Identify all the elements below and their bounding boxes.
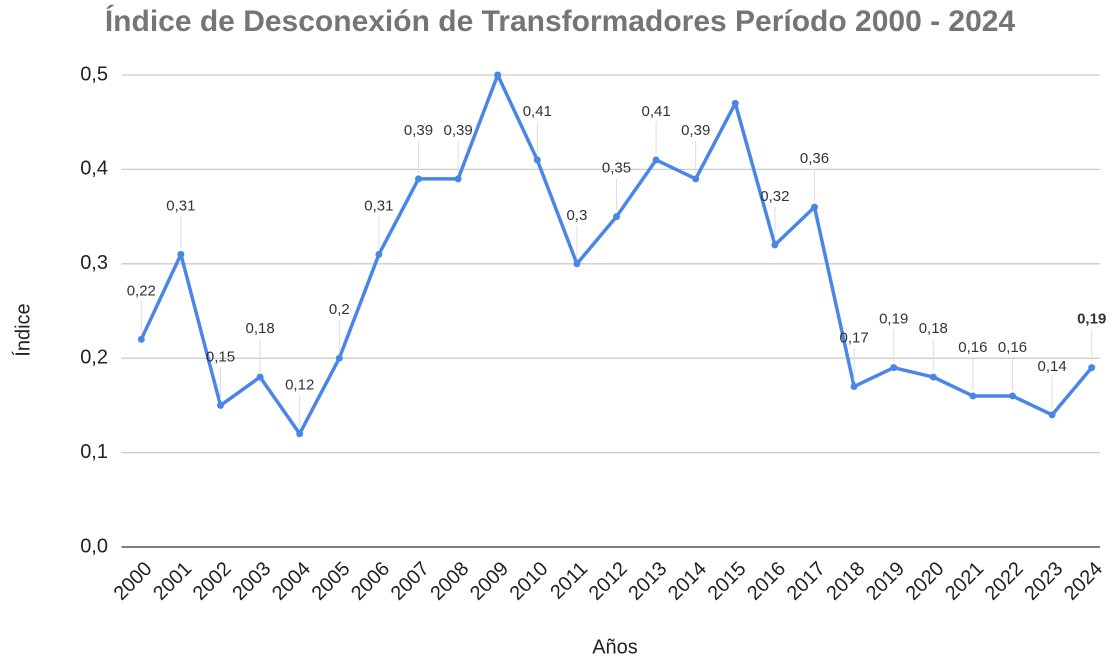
x-tick-label: 2004	[268, 558, 315, 605]
point	[137, 335, 145, 343]
x-tick-label: 2016	[743, 558, 790, 605]
point	[296, 430, 304, 438]
point	[890, 364, 898, 372]
data-label: 0,41	[523, 103, 552, 120]
data-label: 0,18	[245, 320, 274, 337]
x-tick-label: 2011	[546, 558, 592, 604]
x-tick-label: 2002	[189, 558, 236, 605]
point	[494, 71, 502, 79]
data-label: 0,3	[566, 207, 587, 224]
data-label: 0,16	[958, 339, 987, 356]
data-label: 0,14	[1037, 358, 1066, 375]
data-label: 0,22	[127, 282, 156, 299]
data-label: 0,15	[206, 348, 235, 365]
x-tick-label: 2023	[1020, 558, 1067, 605]
point	[613, 213, 620, 221]
x-tick-label: 2003	[228, 558, 275, 605]
point	[335, 354, 343, 362]
point	[929, 373, 937, 381]
point	[811, 203, 818, 211]
x-tick-label: 2019	[862, 558, 909, 605]
x-tick-label: 2010	[506, 558, 553, 605]
data-label: 0,16	[998, 339, 1027, 356]
x-tick-label: 2001	[149, 558, 196, 605]
x-tick-label: 2005	[308, 558, 355, 605]
point	[177, 250, 185, 258]
point	[850, 383, 858, 391]
x-tick-label: 2015	[704, 558, 751, 605]
x-tick-label: 2018	[822, 558, 869, 605]
x-tick-label: 2021	[941, 558, 988, 605]
point	[533, 156, 541, 164]
x-tick-label: 2014	[664, 558, 711, 605]
y-tick-label: 0,3	[80, 252, 108, 274]
x-tick-label: 2006	[347, 558, 394, 605]
data-label: 0,2	[329, 301, 350, 318]
point	[771, 241, 779, 249]
x-tick-label: 2013	[624, 558, 671, 605]
x-tick-label: 2009	[466, 558, 513, 605]
y-tick-label: 0,1	[80, 441, 108, 463]
x-tick-label: 2020	[902, 558, 949, 605]
data-label: 0,41	[641, 103, 670, 120]
point	[217, 401, 224, 409]
data-label: 0,32	[760, 188, 789, 205]
point	[652, 156, 660, 164]
data-label: 0,31	[166, 197, 195, 214]
y-tick-label: 0,0	[80, 535, 108, 557]
x-tick-label: 2000	[110, 558, 157, 605]
x-tick-label: 2022	[981, 558, 1028, 605]
y-tick-label: 0,5	[80, 63, 108, 85]
point	[692, 175, 700, 183]
data-label: 0,19	[879, 311, 908, 328]
data-label: 0,39	[443, 122, 472, 139]
y-tick-label: 0,2	[80, 346, 108, 368]
point	[731, 99, 739, 107]
x-tick-label: 2008	[426, 558, 473, 605]
point	[256, 373, 264, 381]
y-axis-label: Índice	[11, 303, 34, 356]
point	[454, 175, 462, 183]
chart-title: Índice de Desconexión de Transformadores…	[105, 4, 1016, 38]
x-tick-label: 2007	[387, 558, 434, 605]
data-label: 0,31	[364, 197, 393, 214]
data-label: 0,19	[1077, 311, 1106, 328]
data-label: 0,35	[602, 160, 631, 177]
point	[969, 392, 977, 400]
data-label: 0,36	[800, 150, 829, 167]
data-label: 0,17	[839, 329, 868, 346]
x-tick-label: 2017	[783, 558, 830, 605]
x-tick-label: 2024	[1060, 558, 1107, 605]
data-label: 0,18	[919, 320, 948, 337]
data-label: 0,12	[285, 377, 314, 394]
data-label: 0,39	[404, 122, 433, 139]
point	[415, 175, 422, 183]
line	[139, 73, 1094, 436]
point	[1048, 411, 1056, 419]
x-axis-label: Años	[592, 636, 638, 658]
point	[573, 260, 581, 268]
x-tick-label: 2012	[585, 558, 632, 605]
point	[1009, 392, 1016, 400]
data-label: 0,39	[681, 122, 710, 139]
point	[375, 250, 383, 258]
y-tick-label: 0,4	[80, 158, 108, 180]
point	[1088, 364, 1096, 372]
